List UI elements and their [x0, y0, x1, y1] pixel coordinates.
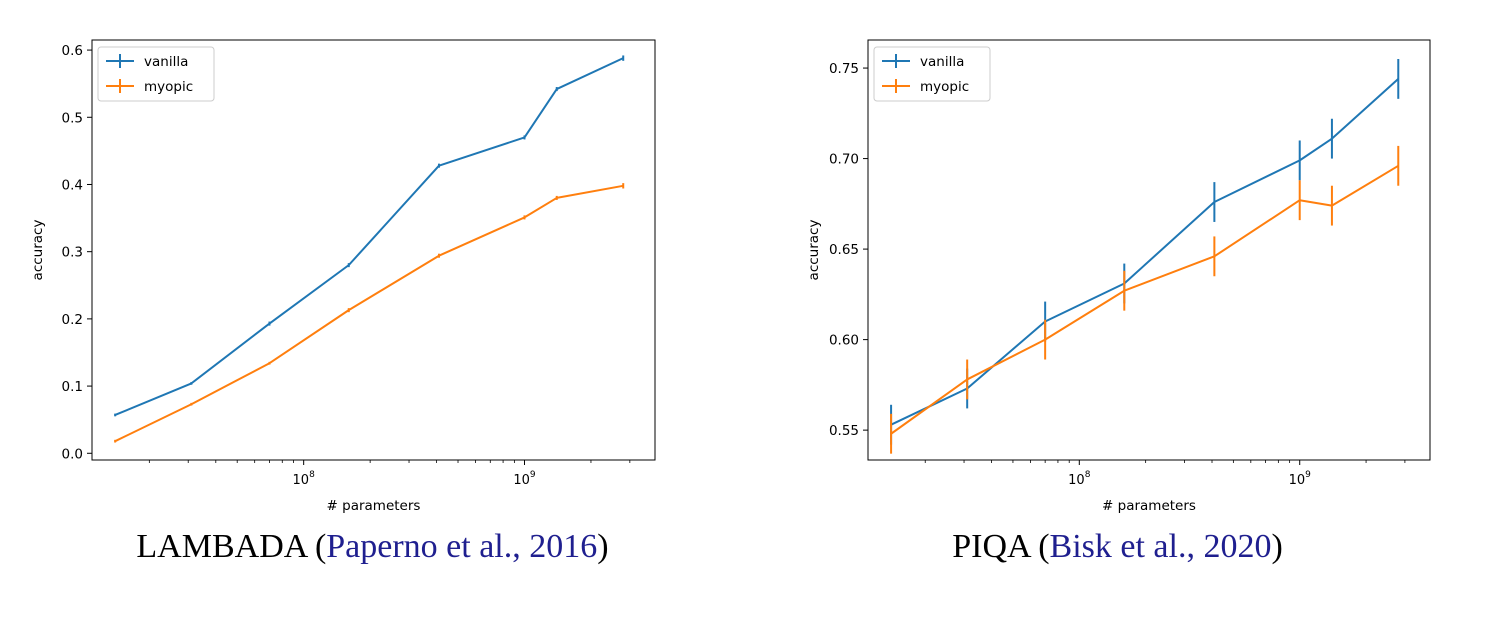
legend-label-myopic: myopic [920, 79, 969, 95]
x-tick-label: 108 [1068, 470, 1091, 488]
legend-label-vanilla: vanilla [920, 54, 964, 70]
x-tick-label: 109 [513, 470, 536, 488]
x-axis-label: # parameters [327, 498, 421, 514]
y-tick-label: 0.5 [62, 110, 83, 126]
y-axis-label: accuracy [30, 220, 46, 281]
caption-close-paren: ) [1271, 528, 1283, 565]
x-tick-label: 109 [1289, 470, 1312, 488]
legend: vanilla myopic [873, 46, 991, 102]
series-line-myopic [890, 164, 1399, 435]
series-line-vanilla [890, 78, 1399, 426]
series-line-vanilla [114, 57, 624, 416]
x-tick-label: 108 [293, 470, 316, 488]
lambada-chart: 108 109 0.0 0.1 0.2 0.3 0.4 0.5 0.6 # parameters a… [30, 39, 656, 514]
citation-link[interactable]: Bisk et al., 2020 [1049, 528, 1272, 565]
y-tick-label: 0.65 [829, 242, 859, 258]
legend: vanilla myopic [97, 46, 215, 102]
y-tick-label: 0.60 [829, 333, 859, 349]
legend-label-vanilla: vanilla [144, 54, 188, 70]
series-line-myopic [114, 184, 624, 443]
y-tick-label: 0.75 [829, 61, 859, 77]
y-tick-label: 0.55 [829, 423, 859, 439]
caption-close-paren: ) [597, 528, 609, 565]
y-axis-label: accuracy [806, 220, 822, 281]
citation-link[interactable]: Paperno et al., 2016 [326, 528, 598, 565]
caption-open-paren: ( [1029, 528, 1050, 565]
caption-open-paren: ( [306, 528, 327, 565]
piqa-chart: 108 109 0.55 0.60 0.65 0.70 0.75 # parameters ac… [806, 39, 1431, 514]
caption-dataset-name: PIQA [952, 528, 1030, 565]
y-tick-label: 0.4 [62, 177, 83, 193]
plot-frame [867, 39, 1431, 461]
y-tick-label: 0.0 [62, 446, 83, 462]
y-tick-label: 0.3 [62, 245, 83, 261]
plot-frame [91, 39, 656, 461]
piqa-panel: 108 109 0.55 0.60 0.65 0.70 0.75 # parameters ac… [745, 0, 1490, 620]
x-axis-label: # parameters [1102, 498, 1196, 514]
y-tick-label: 0.6 [62, 43, 83, 59]
y-tick-label: 0.1 [62, 379, 83, 395]
y-tick-label: 0.2 [62, 312, 83, 328]
lambada-panel: 108 109 0.0 0.1 0.2 0.3 0.4 0.5 0.6 # parameters a… [0, 39, 745, 566]
caption-dataset-name: LAMBADA [136, 528, 307, 565]
legend-label-myopic: myopic [144, 79, 193, 95]
y-tick-label: 0.70 [829, 152, 859, 168]
lambada-caption: LAMBADA (Paperno et al., 2016) [0, 528, 745, 566]
piqa-caption: PIQA (Bisk et al., 2020) [745, 528, 1490, 566]
